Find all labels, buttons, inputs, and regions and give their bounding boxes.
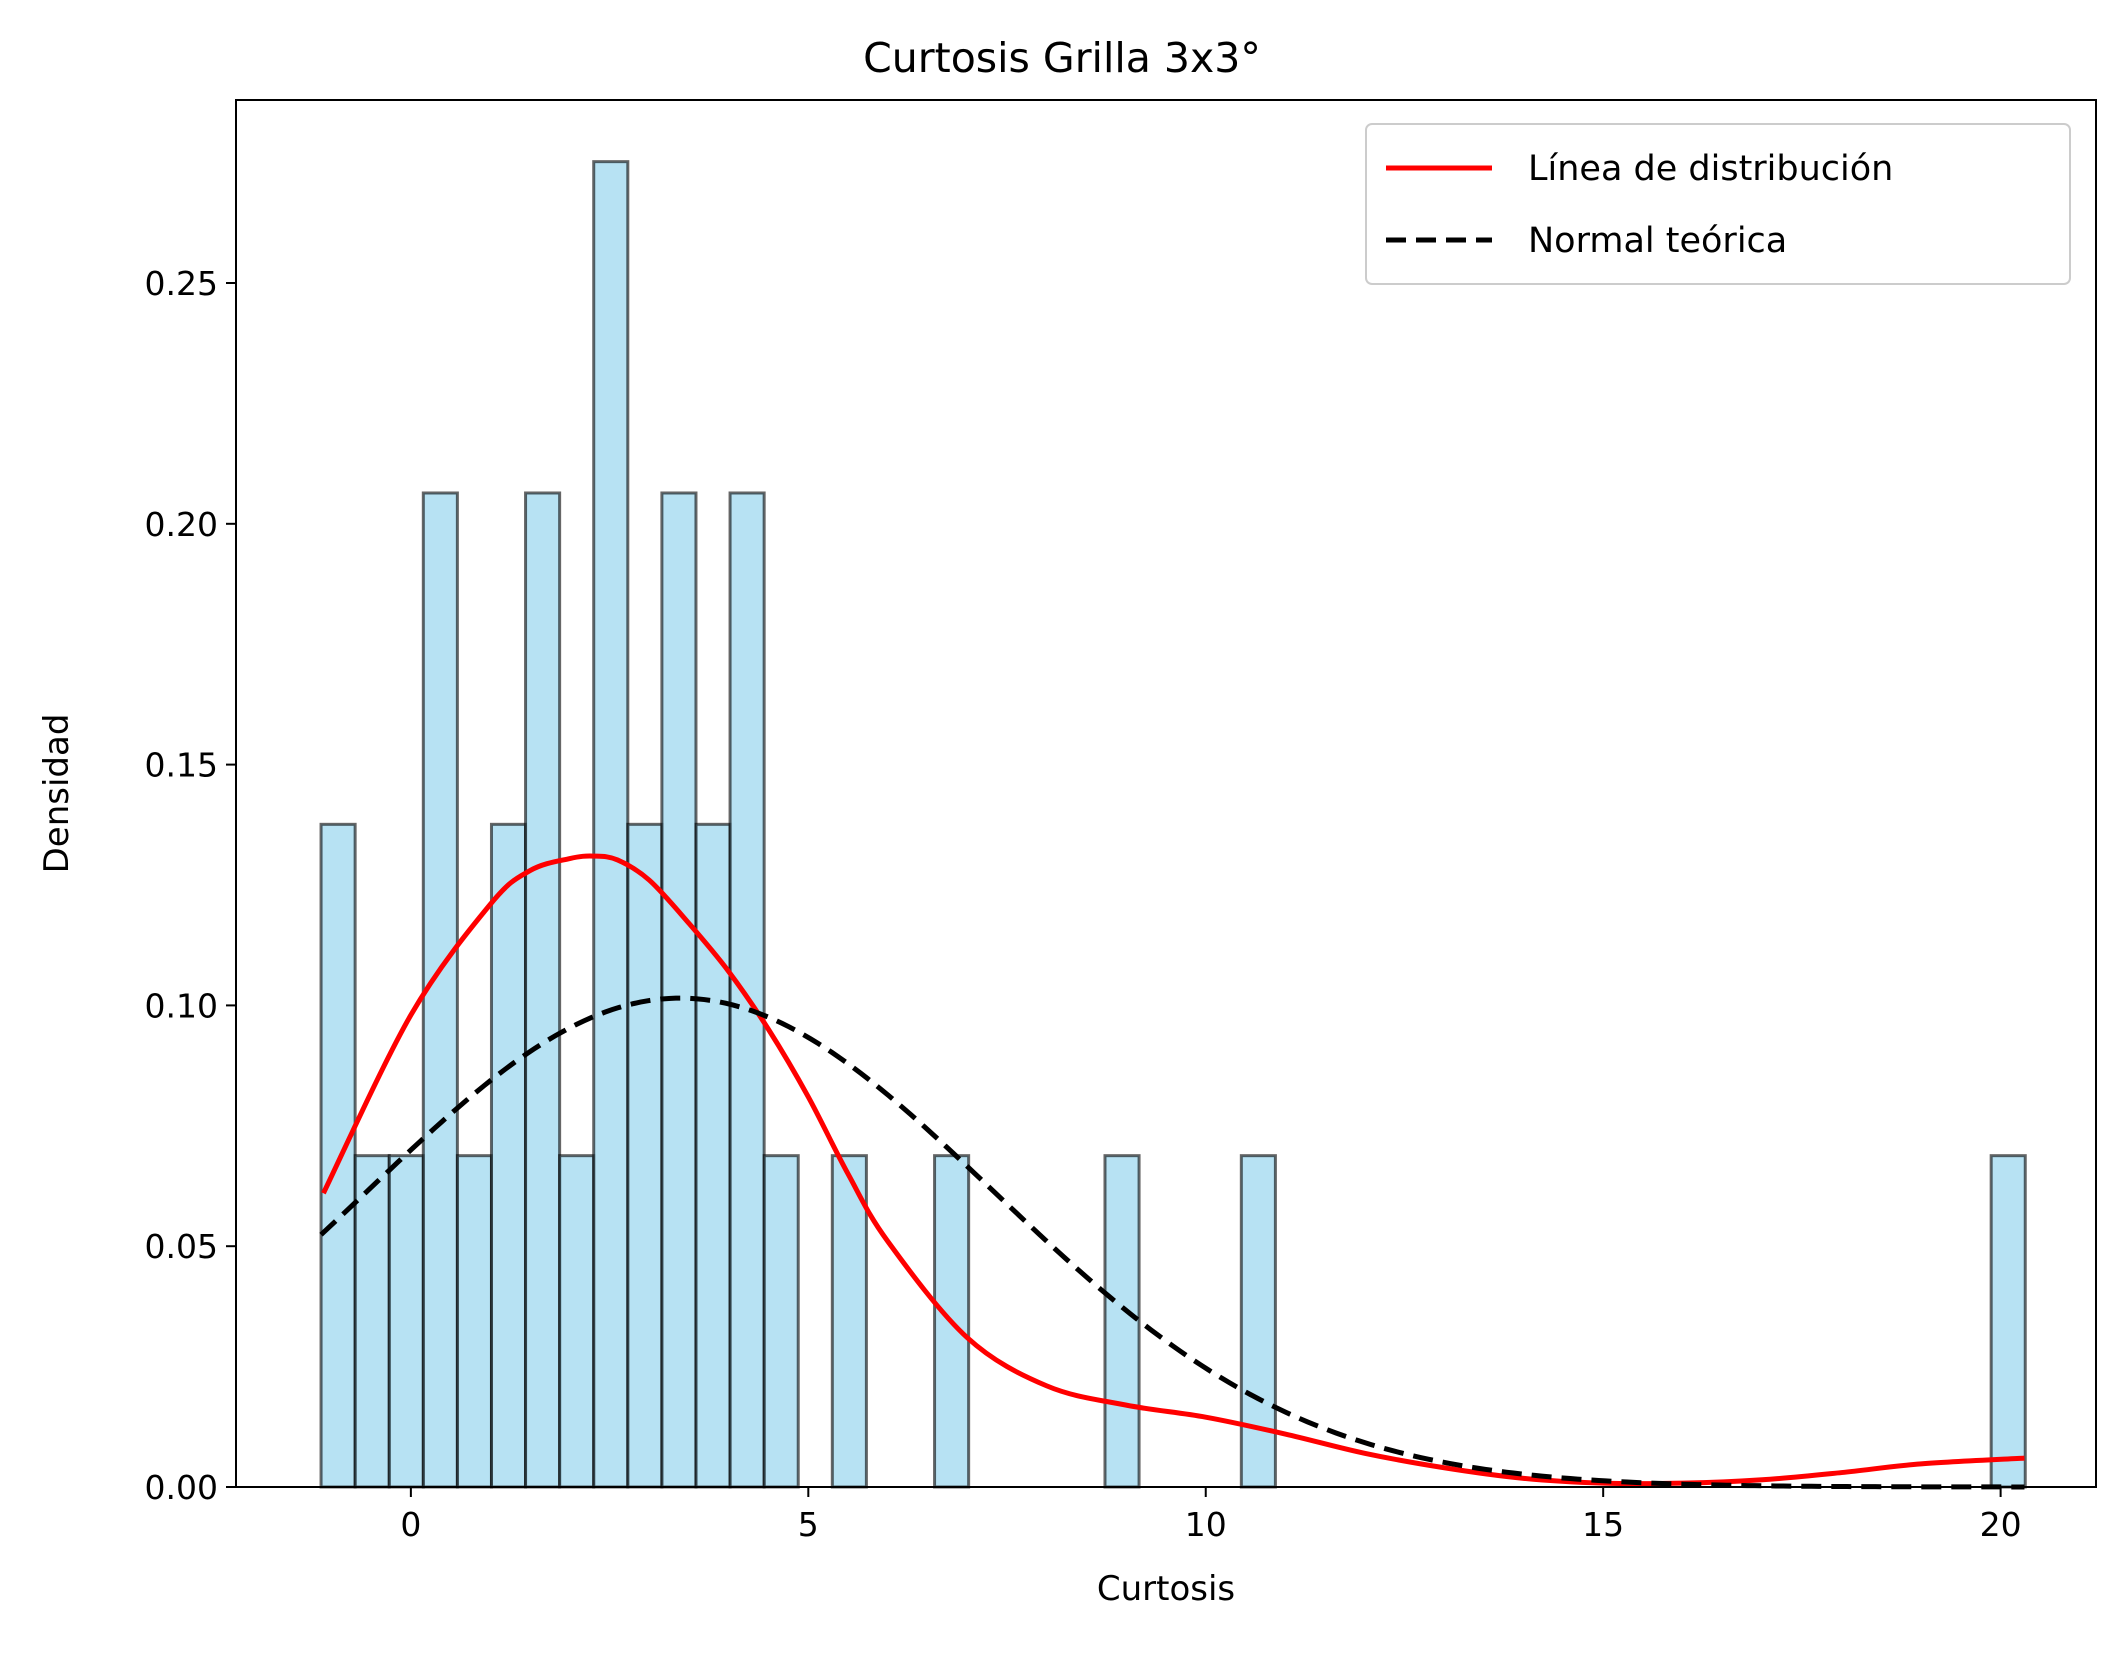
chart-title: Curtosis Grilla 3x3° <box>863 34 1261 82</box>
histogram-bar <box>762 1154 800 1489</box>
legend-box <box>1365 123 2071 285</box>
histogram-bar <box>626 822 664 1489</box>
plot-frame <box>235 99 2097 1488</box>
y-tick-label: 0.00 <box>145 1468 218 1507</box>
histogram-bar <box>830 1154 868 1489</box>
histogram-bar <box>353 1154 391 1489</box>
x-tick-label: 5 <box>798 1505 819 1544</box>
histogram-bar <box>1239 1154 1277 1489</box>
histogram-bar <box>489 822 528 1489</box>
legend-label-distribution: Línea de distribución <box>1528 149 1893 189</box>
histogram-bar <box>592 160 630 1489</box>
histogram-bar <box>1103 1154 1141 1489</box>
x-tick-label: 10 <box>1185 1505 1227 1544</box>
histogram-bar <box>694 822 732 1489</box>
y-tick-label: 0.20 <box>145 505 218 544</box>
y-axis: 0.00 0.05 0.10 0.15 0.20 0.25 <box>145 264 236 1507</box>
y-axis-label: Densidad <box>37 714 77 874</box>
histogram-bar <box>728 491 766 1489</box>
x-axis-label: Curtosis <box>1097 1569 1235 1609</box>
histogram-bar <box>455 1154 493 1489</box>
histogram-bar <box>387 1154 425 1489</box>
legend: Línea de distribución Normal teórica <box>1365 123 2071 285</box>
series-lines <box>319 853 2025 1490</box>
y-tick-label: 0.15 <box>145 746 218 785</box>
histogram-bar <box>319 822 357 1489</box>
histogram-bar <box>558 1154 596 1489</box>
series-line-distribution <box>321 853 2025 1487</box>
histogram-bar <box>1989 1154 2027 1489</box>
histogram-bar <box>660 491 698 1489</box>
y-tick-label: 0.05 <box>145 1227 218 1266</box>
x-axis: 0 5 10 15 20 <box>400 1487 2022 1544</box>
histogram-bar <box>524 491 562 1489</box>
y-tick-label: 0.25 <box>145 264 218 303</box>
x-tick-label: 20 <box>1980 1505 2022 1544</box>
series-line-normal <box>319 995 2025 1490</box>
legend-label-normal: Normal teórica <box>1528 221 1787 261</box>
y-tick-label: 0.10 <box>145 986 218 1025</box>
x-tick-label: 15 <box>1582 1505 1624 1544</box>
x-tick-label: 0 <box>400 1505 421 1544</box>
histogram-bars <box>319 160 2027 1489</box>
